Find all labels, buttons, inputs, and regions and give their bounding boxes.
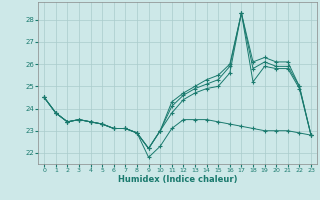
X-axis label: Humidex (Indice chaleur): Humidex (Indice chaleur) — [118, 175, 237, 184]
